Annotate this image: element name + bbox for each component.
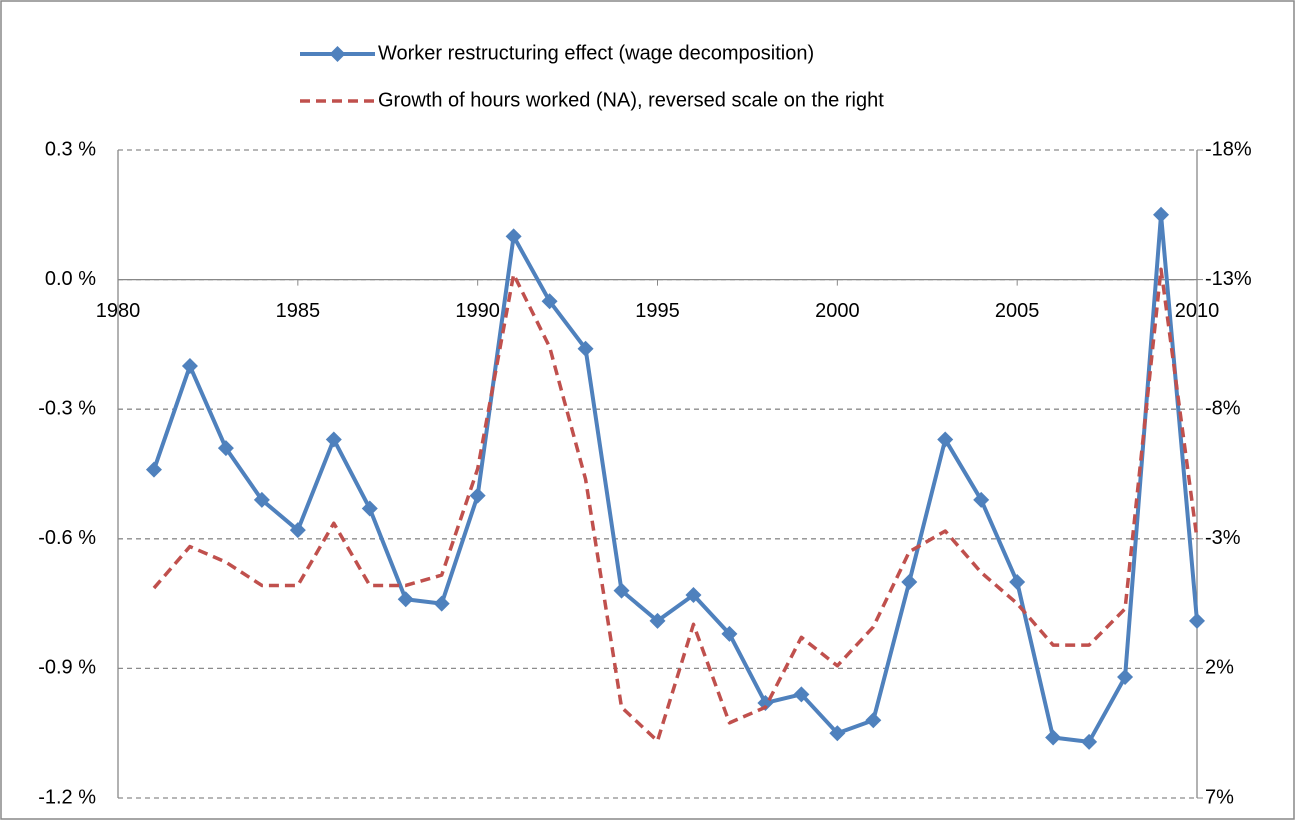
data-point (325, 431, 342, 448)
data-point (217, 440, 234, 457)
data-point (1081, 733, 1098, 750)
data-point (505, 228, 522, 245)
y2-tick-label: 7% (1205, 786, 1234, 808)
data-point (973, 491, 990, 508)
x-tick-label: 2005 (995, 300, 1040, 322)
data-point (289, 522, 306, 539)
data-point (649, 612, 666, 629)
x-tick-label: 2010 (1175, 300, 1220, 322)
y-tick-label: 0.3 % (45, 138, 96, 160)
y2-tick-label: -8% (1205, 397, 1241, 419)
data-point (541, 293, 558, 310)
legend-label: Worker restructuring effect (wage decomp… (378, 42, 814, 64)
data-point (1117, 669, 1134, 686)
data-point (937, 431, 954, 448)
data-point (145, 461, 162, 478)
y2-tick-label: 2% (1205, 657, 1234, 679)
data-point (361, 500, 378, 517)
y2-tick-label: -13% (1205, 268, 1252, 290)
data-point (1189, 612, 1205, 629)
x-tick-label: 1980 (96, 300, 141, 322)
data-point (1009, 574, 1026, 590)
x-tick-label: 2000 (815, 300, 860, 322)
data-point (1153, 206, 1170, 223)
data-point (1045, 729, 1062, 746)
data-point (397, 591, 414, 608)
y-tick-label: -0.3 % (38, 397, 96, 419)
data-point (793, 686, 810, 703)
data-point (721, 625, 738, 642)
y-tick-label: -0.6 % (38, 527, 96, 549)
y-tick-label: 0.0 % (45, 268, 96, 290)
y-tick-label: -0.9 % (38, 657, 96, 679)
data-point (829, 725, 846, 742)
x-tick-label: 1985 (276, 300, 321, 322)
data-point (469, 487, 486, 504)
x-tick-label: 1990 (455, 300, 500, 322)
data-point (613, 582, 630, 599)
x-tick-label: 1995 (635, 300, 680, 322)
data-point (901, 574, 918, 590)
data-point (181, 358, 198, 374)
series-line (152, 267, 1199, 743)
y-tick-label: -1.2 % (38, 786, 96, 808)
data-point (253, 491, 270, 508)
data-point (433, 595, 450, 612)
data-point (577, 340, 594, 357)
y2-tick-label: -3% (1205, 527, 1241, 549)
data-point (865, 712, 882, 729)
y2-tick-label: -18% (1205, 138, 1252, 160)
data-point (685, 586, 702, 603)
legend-marker (329, 46, 346, 62)
legend-label: Growth of hours worked (NA), reversed sc… (378, 89, 884, 111)
